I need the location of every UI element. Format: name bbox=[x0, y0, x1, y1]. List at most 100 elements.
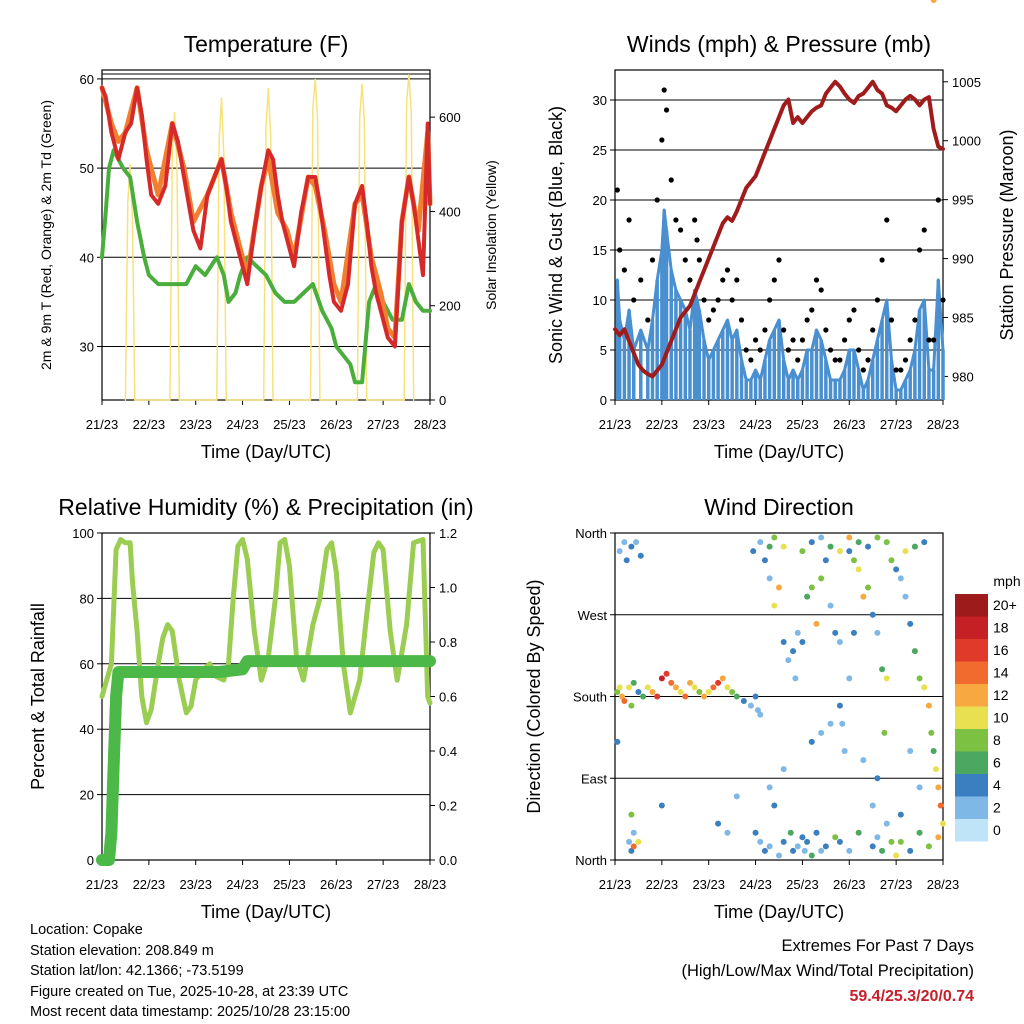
humidity-xtick-label: 25/23 bbox=[273, 877, 306, 892]
wind-direction-point bbox=[780, 543, 787, 550]
wind-direction-point bbox=[621, 539, 628, 546]
extremes-box: Extremes For Past 7 Days (High/Low/Max W… bbox=[681, 934, 974, 1009]
gust-point bbox=[701, 297, 707, 303]
legend-label: 18 bbox=[993, 620, 1009, 636]
wind-direction-point bbox=[836, 838, 843, 845]
wind-direction-point bbox=[780, 639, 787, 645]
gust-point bbox=[940, 297, 946, 303]
temperature-xtick-label: 25/23 bbox=[273, 417, 306, 432]
wind-direction-point bbox=[855, 539, 862, 546]
gust-point bbox=[631, 297, 637, 303]
wind-direction-point bbox=[921, 539, 928, 546]
wind-direction-point bbox=[794, 629, 801, 636]
winds-title: Winds (mph) & Pressure (mb) bbox=[627, 31, 931, 57]
wind-direction-point bbox=[801, 847, 808, 854]
winds-ylabel: Sonic Wind & Gust (Blue, Black) bbox=[546, 106, 566, 364]
wind-direction-point bbox=[832, 629, 839, 636]
wind-direction-point bbox=[719, 675, 726, 682]
winds-xlabel: Time (Day/UTC) bbox=[714, 442, 844, 462]
wind-direction-point bbox=[846, 675, 853, 682]
temperature-ytick-label: 60 bbox=[80, 72, 94, 87]
wind-direction-point bbox=[799, 834, 806, 841]
wind-direction-point bbox=[813, 620, 820, 627]
precipitation-line bbox=[96, 655, 436, 866]
wind-direction-point bbox=[902, 593, 909, 600]
wind-direction-ylabel: Direction (Colored By Speed) bbox=[524, 579, 544, 813]
wind-direction-point bbox=[874, 629, 881, 636]
wind-direction-point bbox=[940, 820, 946, 827]
wind-direction-point bbox=[799, 548, 806, 555]
wind-direction-point bbox=[619, 693, 626, 700]
wind-direction-point bbox=[776, 852, 782, 859]
wind-direction-point bbox=[818, 847, 825, 854]
humidity-y2tick-label: 0.6 bbox=[439, 690, 457, 705]
wind-direction-point bbox=[883, 820, 890, 827]
humidity-ylabel: Percent & Total Rainfall bbox=[28, 603, 48, 790]
wind-direction-point bbox=[846, 534, 853, 541]
wind-direction-point bbox=[818, 575, 825, 582]
winds-y2tick-label: 985 bbox=[952, 311, 974, 326]
wind-direction-point bbox=[897, 575, 904, 582]
temperature-xtick-label: 21/23 bbox=[86, 417, 119, 432]
winds-ytick-label: 20 bbox=[593, 193, 607, 208]
wind-direction-xtick-label: 24/23 bbox=[739, 877, 772, 892]
gust-point bbox=[626, 217, 632, 223]
wind-direction-point bbox=[869, 843, 876, 850]
wind-direction-point bbox=[626, 838, 633, 845]
wind-direction-point bbox=[925, 702, 932, 709]
legend-swatch bbox=[955, 819, 988, 842]
winds-ytick-label: 5 bbox=[600, 343, 607, 358]
legend-swatch bbox=[955, 774, 988, 797]
wind-direction-point bbox=[916, 675, 923, 682]
station-info: Location: Copake Station elevation: 208.… bbox=[30, 920, 350, 1023]
wind-direction-point bbox=[874, 534, 881, 541]
wind-direction-point bbox=[850, 629, 857, 636]
wind-direction-point bbox=[855, 566, 862, 573]
gust-point bbox=[851, 307, 857, 313]
humidity-line bbox=[99, 537, 433, 726]
humidity-ytick-label: 60 bbox=[80, 657, 94, 672]
legend-swatch bbox=[955, 684, 988, 707]
temperature-y2tick-label: 400 bbox=[439, 204, 461, 219]
wind-direction-point bbox=[668, 679, 675, 686]
wind-direction-point bbox=[869, 802, 876, 809]
gust-point bbox=[870, 327, 876, 333]
temperature-y2tick-label: 0 bbox=[439, 393, 446, 408]
wind-direction-point bbox=[869, 611, 876, 618]
wind-direction-point bbox=[921, 684, 928, 691]
wind-direction-point bbox=[628, 702, 635, 709]
gust-point bbox=[935, 197, 941, 203]
humidity-y2tick-label: 0.0 bbox=[439, 853, 457, 868]
temperature-xtick-label: 23/23 bbox=[179, 417, 212, 432]
gust-point bbox=[617, 247, 623, 253]
winds-ytick-label: 30 bbox=[593, 93, 607, 108]
wind-direction-point bbox=[628, 847, 635, 854]
wind-direction-point bbox=[850, 557, 857, 564]
gust-point bbox=[694, 237, 700, 243]
wind-direction-point bbox=[682, 693, 689, 700]
temperature-xtick-label: 22/23 bbox=[133, 417, 166, 432]
temperature-xtick-label: 24/23 bbox=[226, 417, 259, 432]
gust-point bbox=[795, 357, 801, 363]
gust-point bbox=[692, 217, 698, 223]
humidity-xtick-label: 27/23 bbox=[367, 877, 400, 892]
wind-direction-ytick-label: West bbox=[578, 608, 608, 623]
wind-direction-point bbox=[907, 748, 914, 754]
extremes-title: Extremes For Past 7 Days bbox=[781, 937, 974, 955]
wind-direction-point bbox=[785, 657, 792, 664]
pressure-line bbox=[613, 79, 945, 379]
temperature-xtick-label: 27/23 bbox=[367, 417, 400, 432]
wind-direction-point bbox=[787, 829, 794, 836]
wind-direction-point bbox=[907, 847, 914, 854]
wind-direction-point bbox=[808, 539, 815, 546]
wind-direction-point bbox=[776, 584, 782, 591]
wind-direction-point bbox=[771, 802, 778, 809]
gust-point bbox=[846, 317, 852, 323]
wind-direction-ytick-label: North bbox=[575, 526, 607, 541]
wind-direction-point bbox=[658, 802, 665, 809]
gust-point bbox=[907, 337, 913, 343]
t2m-line bbox=[100, 85, 432, 349]
gust-point bbox=[687, 277, 693, 283]
temperature-y2label: Solar Insolation (Yellow) bbox=[483, 160, 499, 310]
gust-point bbox=[752, 337, 759, 343]
